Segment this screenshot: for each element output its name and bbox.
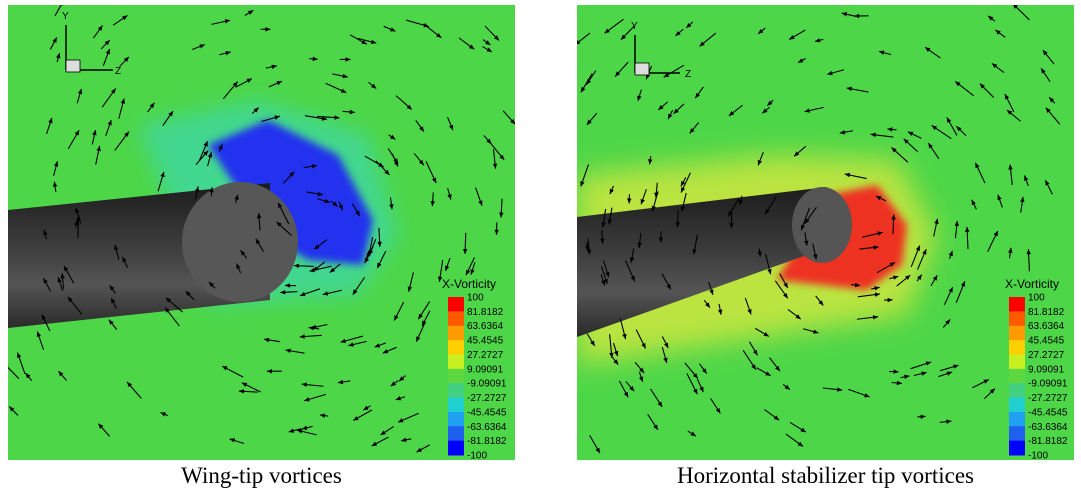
colorbar-band <box>448 311 464 326</box>
colorbar-band <box>1009 369 1025 384</box>
axis-label: Z <box>685 69 691 80</box>
caption: Wing-tip vortices <box>8 463 515 489</box>
legend-label: -9.09091 <box>467 379 507 390</box>
legend-label: -9.09091 <box>1028 379 1068 390</box>
legend-label: -63.6364 <box>1028 422 1068 433</box>
legend-label: 63.6364 <box>1028 321 1065 332</box>
legend-label: -27.2727 <box>1028 393 1068 404</box>
legend-label: -100 <box>467 451 487 461</box>
legend-label: 81.8182 <box>467 307 504 318</box>
legend-title: X-Vorticity <box>442 277 496 291</box>
cylinder-cap <box>182 182 298 302</box>
legend-label: 45.4545 <box>1028 336 1065 347</box>
colorbar-band <box>448 383 464 398</box>
legend-label: 27.2727 <box>467 350 504 361</box>
colorbar-band <box>1009 311 1025 326</box>
colorbar-band <box>1009 340 1025 355</box>
legend-label: -81.8182 <box>1028 436 1068 447</box>
legend-label: 27.2727 <box>1028 350 1065 361</box>
legend-title: X-Vorticity <box>1005 277 1059 291</box>
colorbar-band <box>448 297 464 312</box>
axis-label: Y <box>631 21 638 32</box>
vorticity-panel: Y Z X-Vorticity 100 81.8182 63.6364 45.4545… <box>577 5 1074 460</box>
colorbar-band <box>1009 412 1025 427</box>
colorbar-band <box>448 412 464 427</box>
legend-label: 63.6364 <box>467 321 504 332</box>
legend-label: -27.2727 <box>467 393 507 404</box>
colorbar-band <box>448 326 464 341</box>
legend-label: -45.4545 <box>1028 407 1068 418</box>
caption: Horizontal stabilizer tip vortices <box>577 463 1074 489</box>
legend-label: 9.09091 <box>467 364 504 375</box>
colorbar-band <box>1009 383 1025 398</box>
axis-label: Y <box>62 11 69 22</box>
legend-label: 100 <box>1028 293 1045 304</box>
legend-label: -45.4545 <box>467 407 507 418</box>
axis-label: Z <box>115 66 121 77</box>
page: {"panels": [ {"axis_y": "Y", "axis_z": "… <box>0 0 1081 496</box>
colorbar-band <box>448 369 464 384</box>
legend-label: -100 <box>1028 451 1048 461</box>
colorbar-band <box>1009 441 1025 456</box>
legend-label: 45.4545 <box>467 336 504 347</box>
legend-label: 9.09091 <box>1028 364 1065 375</box>
colorbar-band <box>448 354 464 369</box>
colorbar-band <box>448 398 464 413</box>
vorticity-panel: Y Z X-Vorticity 100 81.8182 63.6364 45.4545… <box>8 5 515 460</box>
colorbar-band <box>1009 426 1025 441</box>
colorbar-band <box>1009 297 1025 312</box>
colorbar-band <box>1009 326 1025 341</box>
colorbar-band <box>448 340 464 355</box>
legend-label: -81.8182 <box>467 436 507 447</box>
colorbar-band <box>1009 398 1025 413</box>
colorbar-band <box>1009 354 1025 369</box>
legend-label: -63.6364 <box>467 422 507 433</box>
colorbar-band <box>448 426 464 441</box>
legend-label: 81.8182 <box>1028 307 1065 318</box>
colorbar-band <box>448 441 464 456</box>
legend-label: 100 <box>467 293 484 304</box>
